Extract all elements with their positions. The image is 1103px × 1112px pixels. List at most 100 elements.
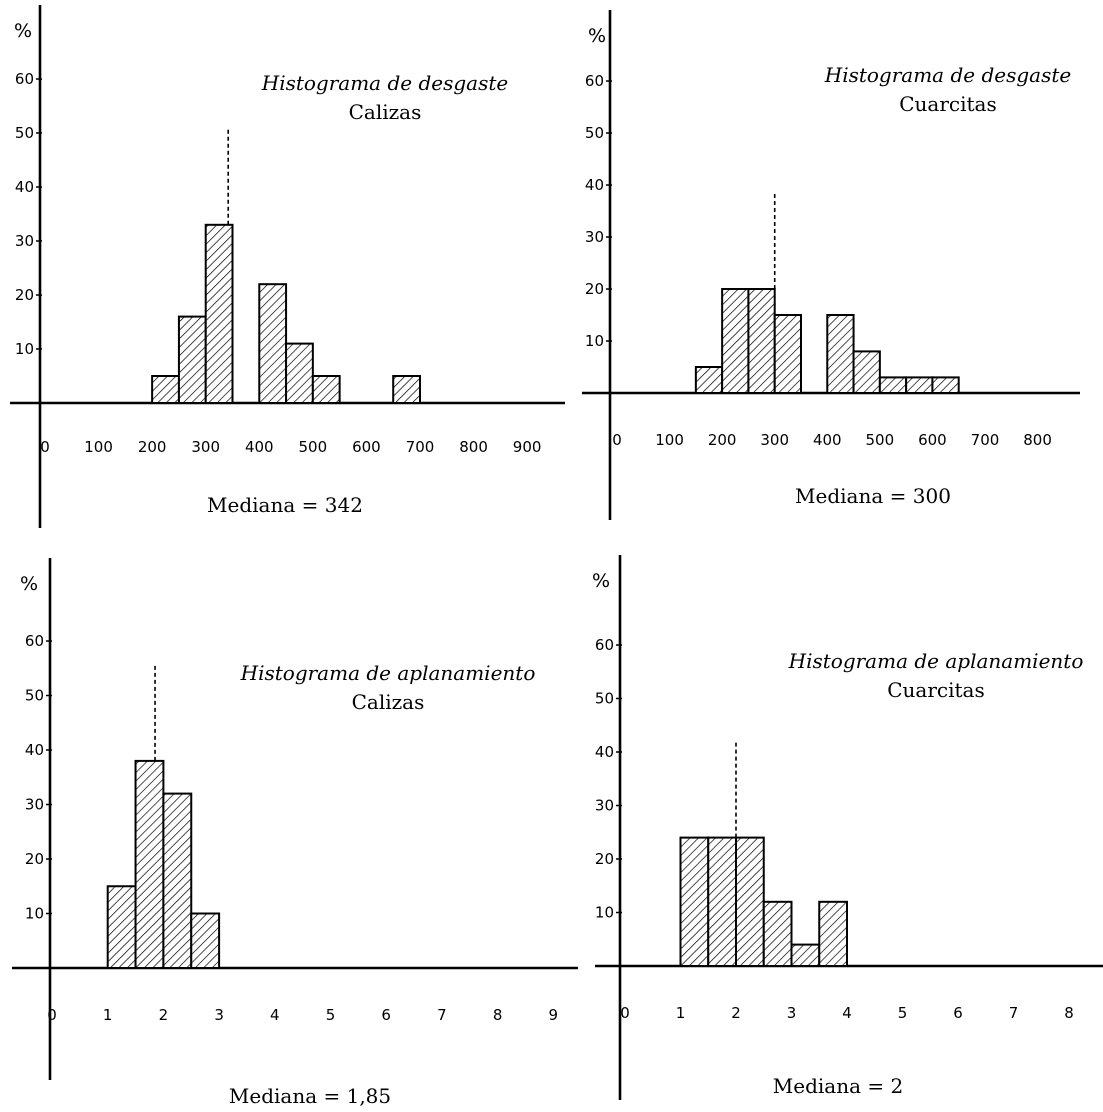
- x-tick-label: 700: [971, 431, 1000, 449]
- histogram-bar: [204, 223, 234, 404]
- x-tick-label: 0: [620, 1004, 630, 1022]
- y-tick-label: 30: [15, 232, 34, 250]
- histogram-bar: [762, 900, 793, 967]
- chart-title: Histograma de aplanamiento: [788, 649, 1084, 673]
- y-tick-label: 10: [15, 340, 34, 358]
- y-tick-label: 60: [585, 72, 604, 90]
- y-tick-label: 20: [25, 850, 44, 868]
- x-tick-label: 7: [437, 1006, 447, 1024]
- y-tick-label: 40: [585, 176, 604, 194]
- x-tick-label: 8: [493, 1006, 503, 1024]
- histogram-bar: [747, 288, 776, 394]
- x-tick-label: 500: [866, 431, 895, 449]
- x-tick-label: 4: [842, 1004, 852, 1022]
- x-tick-label: 6: [953, 1004, 963, 1022]
- y-tick-label: 20: [595, 850, 614, 868]
- x-tick-label: 8: [1064, 1004, 1074, 1022]
- histogram-bar: [151, 375, 180, 404]
- x-tick-label: 100: [655, 431, 684, 449]
- y-tick-label: 20: [585, 280, 604, 298]
- histogram-bar: [905, 376, 934, 394]
- histogram-bar: [707, 836, 737, 967]
- histogram-panel-3: % 10 20 30 40 50 60 0 1 2 3 4 5 6 7 8 9 Histograma de apl…: [12, 558, 578, 1108]
- x-tick-label: 500: [299, 438, 328, 456]
- y-tick-label: 30: [595, 797, 614, 815]
- x-tick-label: 1: [103, 1006, 113, 1024]
- y-axis-label: %: [14, 20, 32, 42]
- x-tick-label: 9: [549, 1006, 559, 1024]
- chart-subtitle: Calizas: [349, 100, 422, 124]
- x-tick-label: 6: [381, 1006, 391, 1024]
- y-axis-label: %: [20, 573, 38, 595]
- histogram-bar: [852, 350, 881, 394]
- histogram-bar: [773, 314, 802, 394]
- x-tick-label: 0: [612, 431, 622, 449]
- histogram-bar: [134, 759, 165, 970]
- histogram-bar: [679, 836, 710, 967]
- x-tick-label: 4: [270, 1006, 280, 1024]
- histogram-bar: [162, 792, 193, 969]
- x-tick-label: 800: [459, 438, 488, 456]
- median-label: Mediana = 300: [795, 484, 951, 508]
- histogram-panel-4: % 10 20 30 40 50 60 0 1 2 3 4 5 6 7 8 Histograma de apla…: [592, 555, 1103, 1100]
- x-tick-label: 0: [40, 438, 50, 456]
- median-label: Mediana = 1,85: [229, 1084, 391, 1108]
- y-tick-label: 20: [15, 286, 34, 304]
- y-tick-label: 50: [585, 124, 604, 142]
- histogram-bar: [694, 366, 724, 394]
- x-tick-label: 600: [352, 438, 381, 456]
- x-tick-label: 2: [159, 1006, 169, 1024]
- y-tick-label: 10: [25, 905, 44, 923]
- y-tick-label: 30: [25, 796, 44, 814]
- x-tick-label: 3: [214, 1006, 224, 1024]
- x-tick-label: 5: [326, 1006, 336, 1024]
- histogram-bar: [818, 900, 848, 967]
- x-tick-label: 3: [787, 1004, 797, 1022]
- y-tick-label: 50: [25, 687, 44, 705]
- x-tick-label: 0: [47, 1006, 57, 1024]
- x-tick-label: 800: [1023, 431, 1052, 449]
- x-tick-label: 100: [84, 438, 113, 456]
- y-tick-label: 50: [595, 690, 614, 708]
- y-axis-label: %: [592, 570, 610, 592]
- y-tick-label: 10: [595, 904, 614, 922]
- histogram-bar: [285, 342, 314, 405]
- histogram-bar: [177, 315, 207, 405]
- chart-title: Histograma de aplanamiento: [240, 661, 536, 685]
- x-tick-label: 700: [406, 438, 435, 456]
- histogram-bar: [392, 375, 421, 404]
- chart-title: Histograma de desgaste: [824, 63, 1071, 87]
- x-tick-label: 300: [760, 431, 789, 449]
- histogram-bar: [826, 314, 855, 394]
- y-tick-label: 40: [15, 178, 34, 196]
- y-tick-label: 60: [595, 636, 614, 654]
- x-tick-label: 2: [731, 1004, 741, 1022]
- x-tick-label: 1: [676, 1004, 686, 1022]
- histogram-bar: [190, 912, 221, 969]
- median-label: Mediana = 342: [207, 493, 363, 517]
- x-tick-label: 300: [191, 438, 220, 456]
- y-tick-label: 60: [15, 70, 34, 88]
- x-tick-label: 900: [513, 438, 542, 456]
- y-tick-label: 60: [25, 632, 44, 650]
- histogram-bar: [735, 836, 765, 967]
- x-tick-label: 400: [813, 431, 842, 449]
- histogram-bar: [721, 288, 750, 394]
- median-label: Mediana = 2: [773, 1074, 903, 1098]
- x-tick-label: 5: [898, 1004, 908, 1022]
- x-tick-label: 200: [138, 438, 167, 456]
- y-tick-label: 30: [585, 228, 604, 246]
- histogram-bar: [931, 376, 960, 394]
- x-tick-label: 200: [708, 431, 737, 449]
- histogram-bar: [258, 283, 288, 405]
- y-tick-label: 40: [595, 743, 614, 761]
- y-tick-label: 40: [25, 741, 44, 759]
- x-tick-label: 7: [1009, 1004, 1019, 1022]
- x-tick-label: 400: [245, 438, 274, 456]
- histogram-bar: [106, 885, 137, 969]
- histogram-bar: [311, 375, 341, 404]
- histogram-bar: [878, 376, 908, 394]
